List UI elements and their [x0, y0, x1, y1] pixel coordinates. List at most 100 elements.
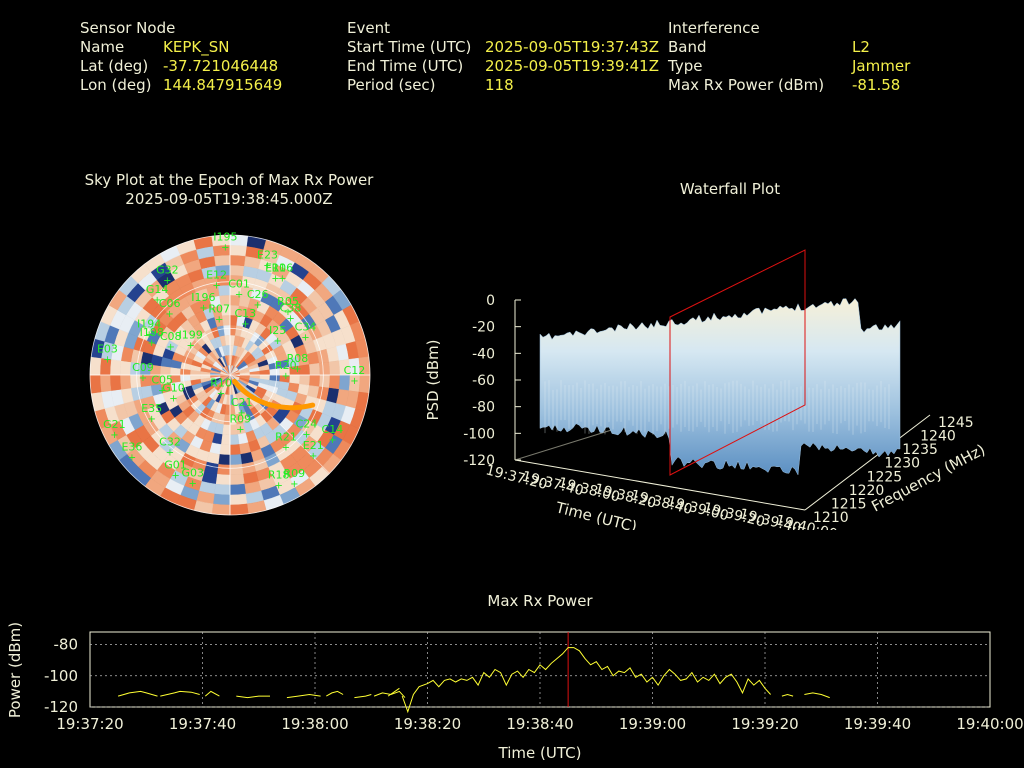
satellite-label: E03	[97, 342, 118, 355]
event-period-label: Period (sec)	[347, 76, 436, 94]
skyplot-cell	[214, 483, 231, 496]
satellite-marker: +I199	[179, 329, 203, 352]
power-series-line	[387, 687, 400, 697]
power-y-tick-label: -80	[54, 636, 79, 654]
power-series-line	[804, 692, 830, 699]
satellite-marker: +R07	[208, 303, 230, 326]
skyplot-cell	[229, 483, 246, 496]
satellite-label: E12	[206, 268, 227, 281]
interference-type-value: Jammer	[852, 57, 911, 75]
satellite-marker: +C21	[231, 396, 253, 419]
waterfall-freq-tick-label: 1225	[867, 469, 903, 485]
satellite-label: C38	[280, 301, 302, 314]
satellite-label: R18	[268, 468, 290, 481]
power-x-tick-label: 19:39:20	[731, 715, 798, 733]
satellite-plus: +	[148, 414, 156, 425]
interference-band-label: Band	[668, 38, 707, 56]
satellite-plus: +	[286, 313, 294, 324]
waterfall-z-tick-label: -20	[472, 320, 495, 336]
satellite-marker: +C14	[322, 423, 344, 446]
skyplot-cell	[289, 374, 301, 385]
satellite-label: I196	[191, 291, 215, 304]
waterfall-z-tick-label: -60	[472, 373, 495, 389]
satellite-marker: +I198	[140, 326, 164, 349]
power-x-tick-label: 19:37:40	[169, 715, 236, 733]
satellite-plus: +	[171, 470, 179, 481]
satellite-marker: +G01	[164, 458, 187, 481]
satellite-label: E35	[141, 402, 162, 415]
satellite-marker: +C12	[344, 364, 366, 387]
waterfall-z-tick-label: -100	[463, 426, 495, 442]
event-period-value: 118	[485, 76, 514, 94]
skyplot-cell	[358, 374, 371, 394]
satellite-plus: +	[328, 435, 336, 446]
skyplot-cell	[229, 503, 249, 516]
satellite-plus: +	[153, 295, 161, 306]
waterfall-time-axis	[514, 459, 806, 511]
skyplot-cell	[338, 374, 351, 391]
satellite-plus: +	[278, 273, 286, 284]
satellite-plus: +	[110, 430, 118, 441]
skyplot-cell	[328, 374, 341, 390]
satellite-plus: +	[103, 354, 111, 365]
event-end-label: End Time (UTC)	[347, 57, 464, 75]
satellite-label: C14	[322, 423, 344, 436]
event-start-label: Start Time (UTC)	[347, 38, 472, 56]
waterfall-freq-tick-label: 1240	[920, 429, 956, 445]
satellite-marker: +E21	[303, 439, 324, 462]
waterfall-freq-tick-label: 1245	[938, 415, 974, 431]
satellite-label: G14	[146, 283, 169, 296]
skyplot-cell	[229, 244, 248, 257]
event-start-value: 2025-09-05T19:37:43Z	[485, 38, 659, 56]
power-y-axis-title: Power (dBm)	[6, 622, 24, 718]
skyplot-cell	[299, 374, 311, 386]
satellite-label: C32	[159, 435, 181, 448]
sky-plot: +I195+E23+R06+E11+G32+G14 +E12+R05+C38+C0…	[89, 230, 371, 516]
satellite-marker: +C26	[247, 288, 269, 311]
skyplot-subtitle: 2025-09-05T19:38:45.000Z	[125, 190, 333, 208]
satellite-plus: +	[274, 480, 282, 491]
satellite-marker: +I196	[191, 291, 215, 314]
satellite-plus: +	[166, 447, 174, 458]
satellite-plus: +	[187, 341, 195, 352]
satellite-plus: +	[282, 371, 290, 382]
power-y-tick-label: -120	[44, 698, 78, 716]
satellite-marker: +R06	[271, 261, 293, 284]
satellite-plus: +	[293, 364, 301, 375]
satellite-marker: +C01	[228, 277, 250, 300]
power-series-line	[326, 690, 344, 697]
waterfall-z-tick-label: -40	[472, 346, 495, 362]
power-x-tick-label: 19:38:20	[394, 715, 461, 733]
satellite-plus: +	[263, 261, 271, 272]
satellite-label: C34	[295, 320, 317, 333]
skyplot-cell	[99, 374, 112, 393]
satellite-marker: +R05	[277, 295, 299, 318]
satellite-label: I25	[269, 324, 286, 337]
interference-band-value: L2	[852, 38, 870, 56]
satellite-plus: +	[241, 319, 249, 330]
satellite-plus: +	[271, 274, 279, 285]
skyplot-cell	[229, 464, 244, 476]
skyplot-title: Sky Plot at the Epoch of Max Rx Power	[84, 171, 374, 189]
satellite-marker: +G32	[156, 264, 179, 287]
satellite-label: R08	[287, 352, 309, 365]
jammer-track	[232, 378, 316, 411]
waterfall-freq-tick-label: 1235	[902, 442, 938, 458]
satellite-plus: +	[350, 376, 358, 387]
interference-heading: Interference	[668, 19, 760, 37]
waterfall-freq-tick-label: 1230	[884, 456, 920, 472]
satellite-marker: +E12	[206, 268, 227, 291]
satellite-marker: +G03	[181, 466, 204, 489]
satellite-label: G10	[162, 381, 185, 394]
skyplot-cell	[220, 434, 231, 446]
satellite-marker: +G14	[146, 283, 169, 306]
satellite-plus: +	[309, 451, 317, 462]
waterfall-freq-axis	[804, 414, 931, 511]
skyplot-cell	[89, 374, 102, 394]
satellite-marker: +C13	[234, 307, 256, 330]
skyplot-cell	[212, 493, 231, 506]
satellite-label: R21	[275, 431, 297, 444]
satellite-marker: +E35	[141, 402, 162, 425]
